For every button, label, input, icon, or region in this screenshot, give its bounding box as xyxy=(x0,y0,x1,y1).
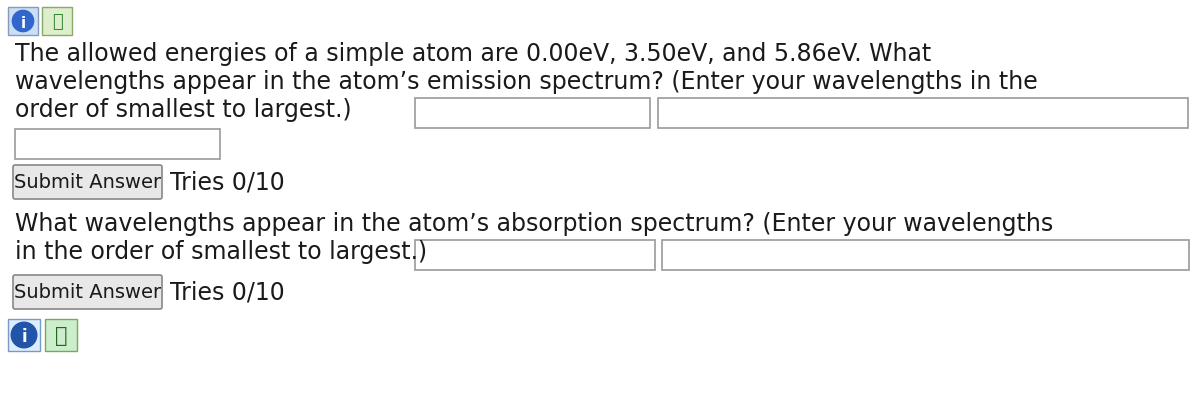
Bar xyxy=(415,241,655,270)
Bar xyxy=(415,99,650,129)
Text: The allowed energies of a simple atom are 0.00eV, 3.50eV, and 5.86eV. What: The allowed energies of a simple atom ar… xyxy=(16,42,931,66)
Text: in the order of smallest to largest.): in the order of smallest to largest.) xyxy=(16,239,427,263)
Circle shape xyxy=(11,322,37,348)
Text: wavelengths appear in the atom’s emission spectrum? (Enter your wavelengths in t: wavelengths appear in the atom’s emissio… xyxy=(16,70,1038,94)
FancyBboxPatch shape xyxy=(13,275,162,309)
Text: i: i xyxy=(22,327,26,345)
Bar xyxy=(46,319,77,351)
Text: 👍: 👍 xyxy=(52,13,62,31)
Bar xyxy=(8,8,38,36)
Bar xyxy=(658,99,1188,129)
Text: Submit Answer: Submit Answer xyxy=(14,173,161,192)
Text: 👍: 👍 xyxy=(55,325,67,345)
Text: Tries 0/10: Tries 0/10 xyxy=(170,280,284,304)
Bar xyxy=(16,130,220,160)
Circle shape xyxy=(12,11,34,32)
Bar xyxy=(662,241,1189,270)
Text: Submit Answer: Submit Answer xyxy=(14,283,161,302)
Text: What wavelengths appear in the atom’s absorption spectrum? (Enter your wavelengt: What wavelengths appear in the atom’s ab… xyxy=(16,211,1054,235)
FancyBboxPatch shape xyxy=(13,166,162,200)
Text: Tries 0/10: Tries 0/10 xyxy=(170,171,284,194)
Text: order of smallest to largest.): order of smallest to largest.) xyxy=(16,98,352,121)
Bar xyxy=(8,319,40,351)
Text: i: i xyxy=(20,15,25,30)
Bar xyxy=(42,8,72,36)
